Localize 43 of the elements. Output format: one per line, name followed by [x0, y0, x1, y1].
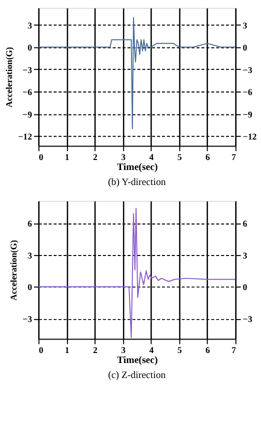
- y-tick-label: 3: [28, 250, 33, 260]
- y-tick-label: 0: [28, 282, 33, 292]
- y2-tick-label: −12: [242, 132, 258, 142]
- y2-tick-label: −9: [242, 109, 253, 120]
- y-tick-label: −6: [22, 87, 33, 98]
- x-tick-label: 2: [92, 152, 98, 162]
- y2-tick-label: −3: [242, 314, 253, 324]
- x-tick-label: 3: [121, 152, 126, 162]
- x-tick-label: 1: [64, 345, 70, 356]
- y2-tick-label: 3: [242, 20, 248, 30]
- y-tick-label: −3: [22, 314, 33, 324]
- x-tick-label: 4: [149, 152, 154, 162]
- text: (c) Z-direction: [108, 370, 166, 382]
- y-tick-label: 0: [28, 42, 33, 53]
- y-tick-label: −12: [18, 132, 33, 142]
- x-axis-title: Time(sec): [117, 354, 158, 366]
- line-series: [38, 16, 236, 130]
- x-tick-label: 3: [121, 345, 126, 356]
- x-tick-label: 7: [231, 152, 236, 162]
- y2-tick-label: 0: [242, 42, 248, 53]
- x-tick-label: 6: [206, 345, 211, 356]
- y2-tick-label: 6: [242, 218, 248, 229]
- x-tick-label: 6: [206, 152, 211, 162]
- y2-tick-label: 0: [242, 282, 248, 292]
- y2-tick-label: −6: [242, 87, 253, 98]
- x-tick-label: 1: [64, 152, 70, 162]
- y-tick-label: −3: [22, 64, 33, 75]
- y-axis-title: Acceleration(G): [4, 46, 14, 108]
- x-tick-label: 2: [92, 345, 98, 356]
- y2-tick-label: 3: [242, 250, 248, 260]
- y-tick-label: 6: [28, 218, 33, 229]
- x-tick-label: 7: [231, 345, 236, 356]
- x-tick-label: 4: [149, 345, 154, 356]
- y-tick-label: 3: [28, 20, 33, 30]
- y2-tick-label: −3: [242, 64, 253, 75]
- x-tick-label: 0: [38, 345, 44, 356]
- x-tick-label: 5: [177, 345, 182, 356]
- y-tick-label: −9: [22, 109, 33, 120]
- y-axis-title: Acceleration(G): [8, 240, 19, 301]
- x-axis-title: Time(sec): [117, 162, 158, 173]
- text: (b) Y-direction: [108, 177, 166, 188]
- x-tick-label: 5: [177, 152, 182, 162]
- x-tick-label: 0: [38, 152, 44, 162]
